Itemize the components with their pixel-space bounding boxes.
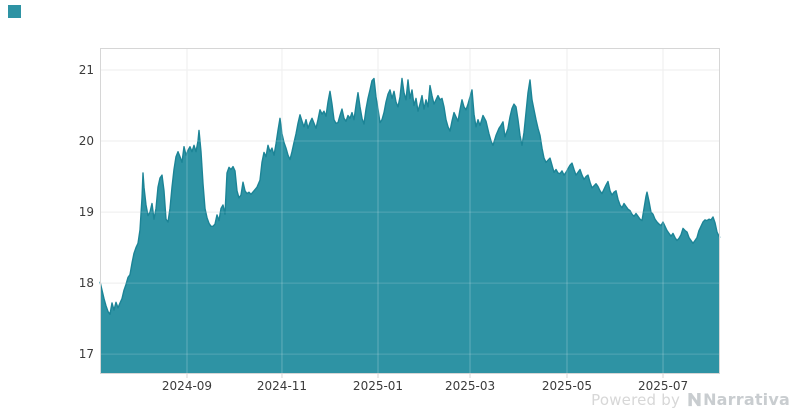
y-tick-label: 18	[78, 276, 94, 291]
area-chart	[99, 48, 721, 378]
x-tick-label: 2024-09	[161, 379, 213, 393]
powered-by-text: Powered by	[591, 390, 681, 409]
y-tick-label: 19	[78, 205, 94, 220]
series-color-swatch	[8, 5, 21, 18]
x-tick-label: 2025-01	[352, 379, 404, 393]
x-tick-label: 2025-07	[637, 379, 689, 393]
narrativa-brand: Narrativa	[687, 390, 790, 409]
narrativa-text: Narrativa	[703, 390, 790, 409]
plot-area[interactable]	[99, 48, 721, 378]
x-tick-label: 2024-11	[256, 379, 308, 393]
narrativa-logo-icon	[688, 392, 701, 407]
y-tick-label: 21	[78, 63, 94, 78]
y-tick-label: 17	[78, 347, 94, 362]
x-tick-label: 2025-05	[541, 379, 593, 393]
y-tick-label: 20	[78, 134, 94, 149]
x-tick-label: 2025-03	[444, 379, 496, 393]
watermark-link[interactable]: Powered by Narrativa	[591, 390, 790, 409]
